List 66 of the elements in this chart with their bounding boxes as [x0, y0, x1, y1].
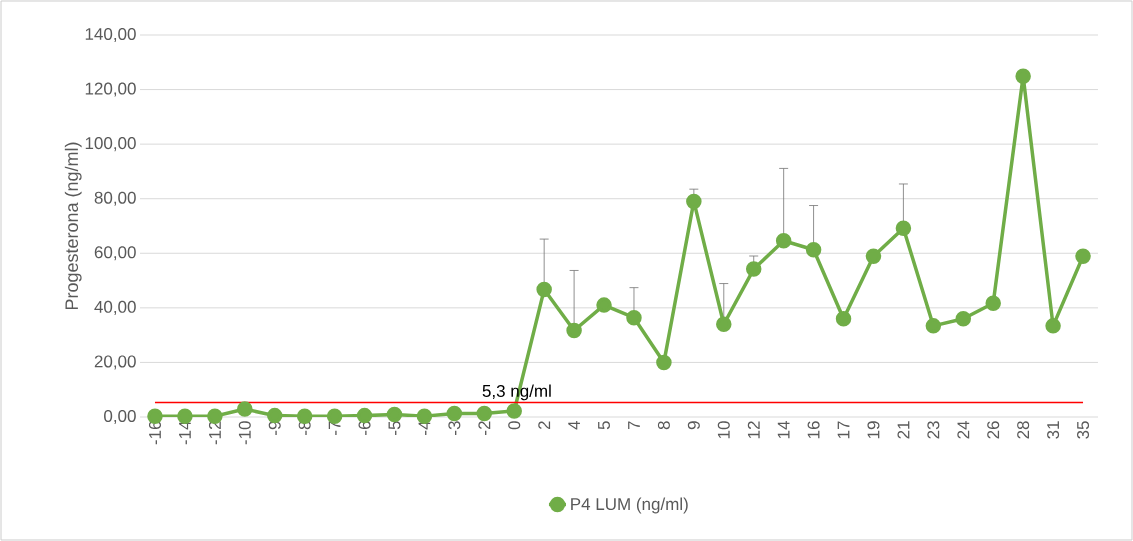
- x-tick-label: 14: [777, 421, 790, 439]
- x-tick-label: 7: [628, 421, 640, 430]
- point: [237, 401, 253, 417]
- point: [835, 311, 852, 327]
- x-tick-label: 0: [508, 421, 521, 430]
- x-tick-label: 35: [1077, 421, 1090, 439]
- point: [476, 405, 493, 422]
- point: [596, 297, 612, 313]
- point: [1045, 318, 1061, 334]
- x-tick-label: 23: [927, 421, 940, 439]
- x-tick-label: 31: [1047, 421, 1060, 439]
- point: [536, 281, 552, 298]
- point: [925, 318, 942, 334]
- x-tick-label: 12: [747, 421, 760, 439]
- point: [865, 248, 882, 265]
- x-tick-label: 9: [687, 421, 700, 430]
- x-tick-label: -7: [328, 421, 341, 435]
- legend-label: P4 LUM (ng/ml): [571, 497, 688, 514]
- x-tick-label: 21: [897, 421, 910, 439]
- point: [985, 295, 1001, 311]
- y-tick-label: 60,00: [94, 246, 136, 261]
- y-tick-label: 0,00: [104, 409, 136, 425]
- point: [745, 261, 762, 277]
- y-tick-label: 80,00: [94, 191, 136, 206]
- x-tick-label: 28: [1017, 421, 1030, 439]
- x-tick-label: 4: [568, 421, 580, 430]
- point: [147, 408, 163, 424]
- x-tick-label: 2: [538, 421, 551, 430]
- point: [506, 403, 522, 419]
- x-tick-label: -3: [448, 421, 461, 435]
- point: [416, 408, 433, 424]
- y-tick-label: 140,00: [85, 27, 136, 43]
- x-tick-label: 8: [657, 421, 670, 430]
- point: [805, 241, 822, 258]
- x-tick-label: 16: [807, 421, 820, 439]
- point: [446, 405, 463, 422]
- x-tick-label: 26: [987, 421, 1000, 439]
- point: [1075, 248, 1091, 265]
- x-tick-label: -10: [238, 421, 251, 445]
- point: [955, 311, 972, 327]
- point: [716, 316, 732, 332]
- point: [1015, 68, 1031, 84]
- y-tick-label: 20,00: [94, 355, 136, 370]
- x-tick-label: 19: [867, 421, 880, 439]
- y-tick-label: 40,00: [94, 300, 136, 315]
- x-tick-label: 17: [837, 421, 850, 439]
- point: [566, 322, 582, 339]
- x-tick-label: -14: [179, 421, 191, 445]
- point: [386, 406, 403, 423]
- point: [626, 309, 642, 326]
- point: [266, 407, 283, 424]
- y-tick-label: 100,00: [85, 137, 136, 152]
- x-tick-label: 24: [957, 421, 970, 439]
- x-tick-label: 10: [717, 421, 730, 439]
- y-axis-title: Progesterona (ng/ml): [64, 142, 82, 310]
- point: [656, 354, 672, 371]
- x-tick-label: -2: [478, 421, 491, 435]
- point: [177, 408, 193, 424]
- y-tick-label: 120,00: [85, 82, 136, 97]
- point: [296, 408, 313, 424]
- x-tick-label: 5: [598, 421, 610, 430]
- point: [686, 193, 702, 210]
- x-tick-label: -12: [208, 421, 221, 445]
- x-tick-label: -5: [388, 421, 401, 435]
- point: [895, 220, 912, 236]
- point: [775, 232, 792, 249]
